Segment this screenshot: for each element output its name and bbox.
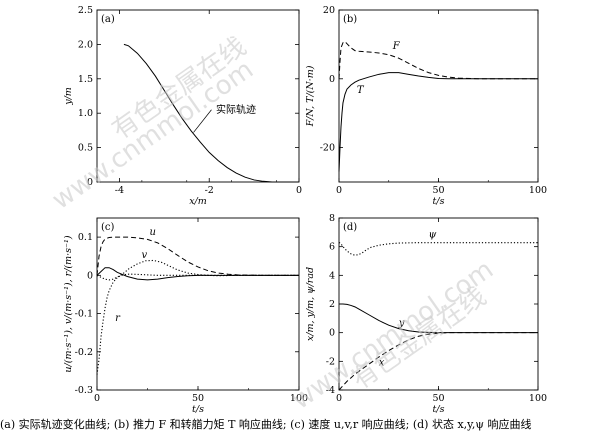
panel-label: (d)	[343, 222, 357, 233]
annotation-leader-line	[193, 109, 212, 133]
series-line-ψ	[338, 241, 538, 256]
y-tick-label: 4	[329, 270, 335, 281]
plot-frame	[338, 9, 539, 183]
y-tick-label: 2	[329, 299, 335, 310]
caption-c: (c) 速度 u,v,r 响应曲线;	[290, 418, 410, 431]
panel-a: (a) -4 -2 0 0 0.5 1.0 1.5 2.0 2.5 x/m y/m 实际轨迹	[63, 5, 302, 207]
y-tick-label: 2.0	[78, 39, 93, 50]
x-tick-label: 100	[529, 393, 547, 404]
watermark-text: www.cnmmol.com	[287, 255, 499, 416]
series-line-u	[96, 236, 299, 276]
x-tick-label: 50	[432, 393, 444, 404]
x-tick-label: 50	[192, 393, 204, 404]
y-axis-label: u/(m·s⁻¹), v/(m·s⁻¹), r/(m·s⁻¹)	[63, 235, 74, 372]
y-tick-label: -4	[326, 385, 335, 396]
x-tick-label: 50	[432, 185, 444, 196]
y-tick-label: 6	[329, 242, 335, 253]
panel-label: (c)	[101, 222, 115, 233]
caption-a: (a) 实际轨迹变化曲线;	[0, 418, 111, 431]
panel-label: (a)	[101, 14, 115, 25]
figure-caption: (a) 实际轨迹变化曲线; (b) 推力 F 和转艏力矩 T 响应曲线; (c)…	[0, 415, 614, 435]
panel-label: (b)	[343, 14, 357, 25]
y-tick-label: -0.3	[75, 385, 93, 396]
y-tick-label: 0	[329, 74, 335, 85]
y-tick-label: 0.5	[78, 143, 93, 154]
y-tick-label: -0.2	[75, 347, 93, 358]
x-tick-label: 100	[290, 393, 308, 404]
series-annotation: 实际轨迹	[216, 103, 256, 116]
y-axis-label: y/m	[63, 87, 74, 106]
series-annotation: r	[115, 313, 121, 324]
series-line-x	[338, 332, 538, 391]
series-annotation: v	[141, 250, 147, 261]
series-line-实际轨迹	[123, 43, 299, 183]
y-axis-label: x/m, y/m, ψ/rad	[305, 267, 316, 341]
x-tick-label: 0	[296, 185, 302, 196]
y-tick-label: 0	[329, 328, 335, 339]
y-tick-label: 8	[329, 213, 335, 224]
caption-b: (b) 推力 F 和转艏力矩 T 响应曲线;	[113, 418, 287, 431]
plot-frame	[96, 9, 300, 183]
series-line-r	[96, 273, 299, 375]
x-tick-label: -2	[205, 185, 214, 196]
y-tick-label: 0	[87, 270, 93, 281]
y-tick-label: -0.1	[75, 309, 93, 320]
y-tick-label: 1.0	[78, 108, 93, 119]
series-annotation: ψ	[429, 229, 437, 240]
x-tick-label: 0	[336, 185, 342, 196]
series-annotation: F	[392, 41, 401, 52]
y-tick-label: 0	[87, 177, 93, 188]
x-tick-label: 100	[529, 185, 547, 196]
x-tick-label: 0	[336, 393, 342, 404]
panel-d: (d) 0 50 100 -4 -2 0 2 4 6 8 t/s x/m, y/m, ψ/rad ψ y x	[305, 213, 547, 415]
x-axis-label: t/s	[433, 196, 445, 207]
panel-b: (b) 0 50 100 -20 0 20 t/s F/N, T/(N·m) F T	[305, 5, 547, 207]
x-axis-label: t/s	[433, 404, 445, 415]
y-tick-label: 20	[323, 5, 335, 16]
series-annotation: u	[150, 227, 156, 238]
y-tick-label: 1.5	[78, 74, 93, 85]
x-tick-label: -4	[115, 185, 124, 196]
series-annotation: y	[398, 318, 405, 329]
series-annotation: T	[357, 85, 365, 96]
series-annotation: x	[379, 358, 385, 369]
series-line-T	[338, 72, 538, 172]
panel-c: (c) 0 50 100 -0.3 -0.2 -0.1 0 0.1 t/s u/(m·s⁻¹), v…	[63, 217, 308, 415]
caption-d: (d) 状态 x,y,ψ 响应曲线	[412, 418, 532, 431]
y-tick-label: -2	[326, 356, 335, 367]
series-line-aux	[96, 267, 299, 281]
x-axis-label: x/m	[189, 196, 207, 207]
y-tick-label: 2.5	[78, 5, 93, 16]
series-line-F	[338, 41, 538, 80]
x-tick-label: 0	[94, 393, 100, 404]
y-axis-label: F/N, T/(N·m)	[305, 65, 316, 127]
plot-frame	[96, 217, 300, 391]
y-tick-label: -20	[320, 143, 335, 154]
x-axis-label: t/s	[192, 404, 204, 415]
y-tick-label: 0.1	[78, 232, 93, 243]
